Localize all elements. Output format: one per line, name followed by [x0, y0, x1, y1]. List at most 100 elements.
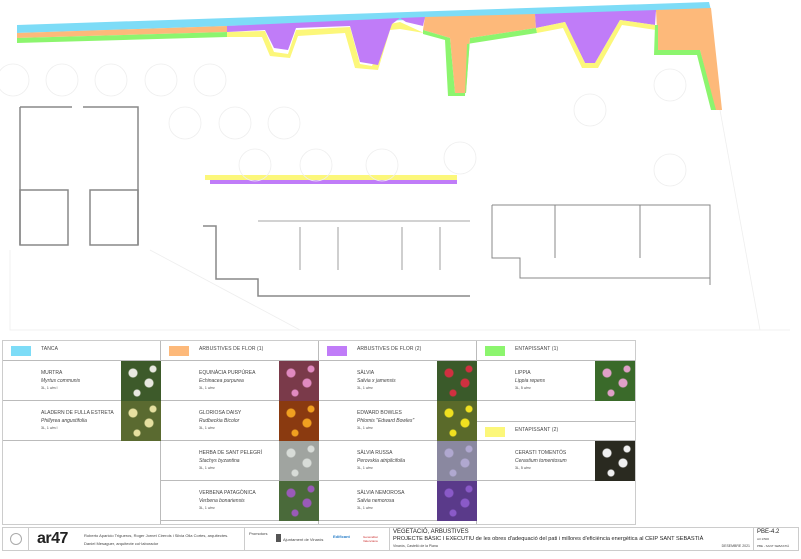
plant-photo: [279, 441, 319, 481]
plant-spec: 3L, 5 u/m²: [515, 386, 531, 390]
plant-spec: 3L, 1 u/m²: [199, 386, 215, 390]
zone-tanca: [17, 2, 711, 33]
plant-photo: [279, 401, 319, 441]
buildings: [19, 106, 711, 297]
scale: A3 1/500: [757, 537, 770, 541]
zone-entapissant-2-strip: [205, 175, 457, 180]
legend-header: ARBUSTIVES DE FLOR (1): [161, 341, 319, 361]
drawing-title-cell: VEGETACIÓ, ARBUSTIVES PROJECTE BÀSIC I E…: [390, 528, 754, 550]
plant-name: GLORIOSA DAISY: [199, 410, 242, 416]
plant-name: CERASTI TOMENTÓS: [515, 450, 567, 456]
site-plan: [0, 2, 790, 331]
zone-arbustives-2-left: [227, 18, 400, 65]
plant-name: MURTRA: [41, 370, 63, 376]
legend-column: ARBUSTIVES DE FLOR (1) EQUINÀCIA PURPÚREA…: [161, 341, 319, 524]
plant-name: EDWARD BOWLES: [357, 410, 402, 416]
plant-name: SÀLVIA: [357, 370, 375, 376]
plant-latin-name: Lippia repens: [515, 378, 546, 384]
plant-latin-name: Rudbeckia Bicolor: [199, 418, 240, 424]
plant-spec: 3L, 1 u/m²: [199, 466, 215, 470]
plant-spec: 3L, 1 u/m l: [41, 386, 58, 390]
plant-spec: 3L, 1 u/m²: [199, 506, 215, 510]
zone-entapissant-1-left: [17, 32, 227, 43]
zone-arbustives-1-right: [656, 8, 722, 110]
plant-photo: [279, 481, 319, 521]
legend-header: ENTAPISSANT (2): [477, 421, 635, 441]
location: Vinaròs, Castelló de la Plana: [393, 544, 438, 548]
plant-photo: [437, 481, 477, 521]
zone-arbustives-2-mid: [535, 10, 656, 63]
promoters-label: Promotors: [249, 531, 268, 536]
zone-entapissant-1-right: [654, 25, 716, 110]
plant-photo: [121, 401, 161, 441]
plant-photo: [279, 361, 319, 401]
legend-column: ENTAPISSANT (1) LIPPIA Lippia repens 3L, 5 …: [477, 341, 635, 524]
plant-item: VERBENA PATAGÒNICA Verbena bonariensis 3L,…: [161, 481, 319, 521]
plant-photo: [437, 441, 477, 481]
zone-arbustives-2-b: [400, 17, 425, 26]
plant-latin-name: Stachys byzantina: [199, 458, 240, 464]
date: DESEMBRE 2021: [721, 544, 750, 548]
plant-item: ALADERN DE FULLA ESTRETA Phillyrea angust…: [3, 401, 161, 441]
plant-photo: [595, 361, 635, 401]
color-swatch: [485, 346, 505, 356]
authors: Roberto Aparicio Trigueros, Roger Jornet…: [84, 533, 229, 538]
zone-arbustives-1-left: [17, 26, 227, 38]
plant-spec: 3L, 1 u/m²: [199, 426, 215, 430]
plant-spec: 3L, 1 u/m²: [357, 386, 373, 390]
zone-arbustives-1-mid: [423, 14, 536, 93]
legend-header: TANCA: [3, 341, 161, 361]
plant-spec: 3L, 1 u/m l: [41, 426, 58, 430]
plant-latin-name: Cerastium tomentosum: [515, 458, 567, 464]
authors-cell: ar47 Roberto Aparicio Trigueros, Roger J…: [29, 528, 245, 550]
plant-photo: [437, 361, 477, 401]
vegetation-legend: TANCA MURTRA Myrtus communis 3L, 1 u/m l ALA…: [2, 340, 636, 525]
zone-entapissant-1-mid: [423, 28, 537, 96]
plant-item: CERASTI TOMENTÓS Cerastium tomentosum 3L, …: [477, 441, 635, 481]
plant-spec: 3L, 1 u/m²: [357, 506, 373, 510]
zone-entapissant-2-left: [227, 22, 424, 70]
legend-header: ENTAPISSANT (1): [477, 341, 635, 361]
plant-name: SÀLVIA NEMOROSA: [357, 490, 405, 496]
plant-name: EQUINÀCIA PURPÚREA: [199, 370, 256, 376]
plant-latin-name: Echinacea purpurea: [199, 378, 244, 384]
circle-icon: [10, 533, 22, 545]
promoter-ajuntament: Ajuntament de Vinaròs: [283, 537, 324, 542]
plant-item: EDWARD BOWLES Phlomis "Edward Bowles" 3L, …: [319, 401, 477, 441]
color-swatch: [327, 346, 347, 356]
plant-spec: 3L, 5 u/m²: [515, 466, 531, 470]
promoters-cell: Promotors Ajuntament de Vinaròs Edifican…: [245, 528, 390, 550]
legend-header-label: ENTAPISSANT (2): [515, 427, 559, 433]
plant-item: SÀLVIA NEMOROSA Salvia nemorosa 3L, 1 u/m²: [319, 481, 477, 521]
trees: [0, 63, 687, 187]
legend-column: ARBUSTIVES DE FLOR (2) SÀLVIA Salvia x jam…: [319, 341, 477, 524]
plant-photo: [437, 401, 477, 441]
color-swatch: [485, 427, 505, 437]
drawing-title: VEGETACIÓ, ARBUSTIVES: [393, 529, 469, 535]
plant-latin-name: Myrtus communis: [41, 378, 81, 384]
legend-column: TANCA MURTRA Myrtus communis 3L, 1 u/m l ALA…: [3, 341, 161, 524]
plant-item: MURTRA Myrtus communis 3L, 1 u/m l: [3, 361, 161, 401]
project-title: PROJECTE BÀSIC I EXECUTIU de les obres d…: [393, 536, 704, 542]
promoter-edificant: Edificant: [333, 534, 350, 539]
plant-latin-name: Phlomis "Edward Bowles": [357, 418, 415, 424]
north-marker: [3, 528, 29, 550]
plant-photo: [121, 361, 161, 401]
plant-spec: 3L, 1 u/m²: [357, 426, 373, 430]
planting-zones: [17, 2, 722, 184]
ar47-logo: ar47: [37, 530, 68, 547]
plant-latin-name: Perovskia atriplicifolia: [357, 458, 406, 464]
zone-entapissant-2-mid: [536, 20, 656, 68]
plant-name: SÀLVIA RUSSA: [357, 450, 393, 456]
color-swatch: [169, 346, 189, 356]
collaborator: Daniel Mesaguer, arquitecte col·laborado…: [84, 541, 159, 546]
legend-header-label: TANCA: [41, 346, 59, 352]
plant-latin-name: Phillyrea angustifolia: [41, 418, 87, 424]
sheet-code: PBE - SANT SEBASTIÀ: [757, 544, 790, 548]
plant-name: HERBA DE SANT PELEGRÍ: [199, 450, 262, 456]
plant-name: ALADERN DE FULLA ESTRETA: [41, 410, 114, 416]
sheet-cell: PBE-4.2 A3 1/500 PBE - SANT SEBASTIÀ: [754, 528, 799, 550]
plant-name: VERBENA PATAGÒNICA: [199, 490, 256, 496]
promoter-generalitat: Generalitat Valenciana: [363, 535, 378, 543]
legend-header-label: ARBUSTIVES DE FLOR (1): [199, 346, 264, 352]
